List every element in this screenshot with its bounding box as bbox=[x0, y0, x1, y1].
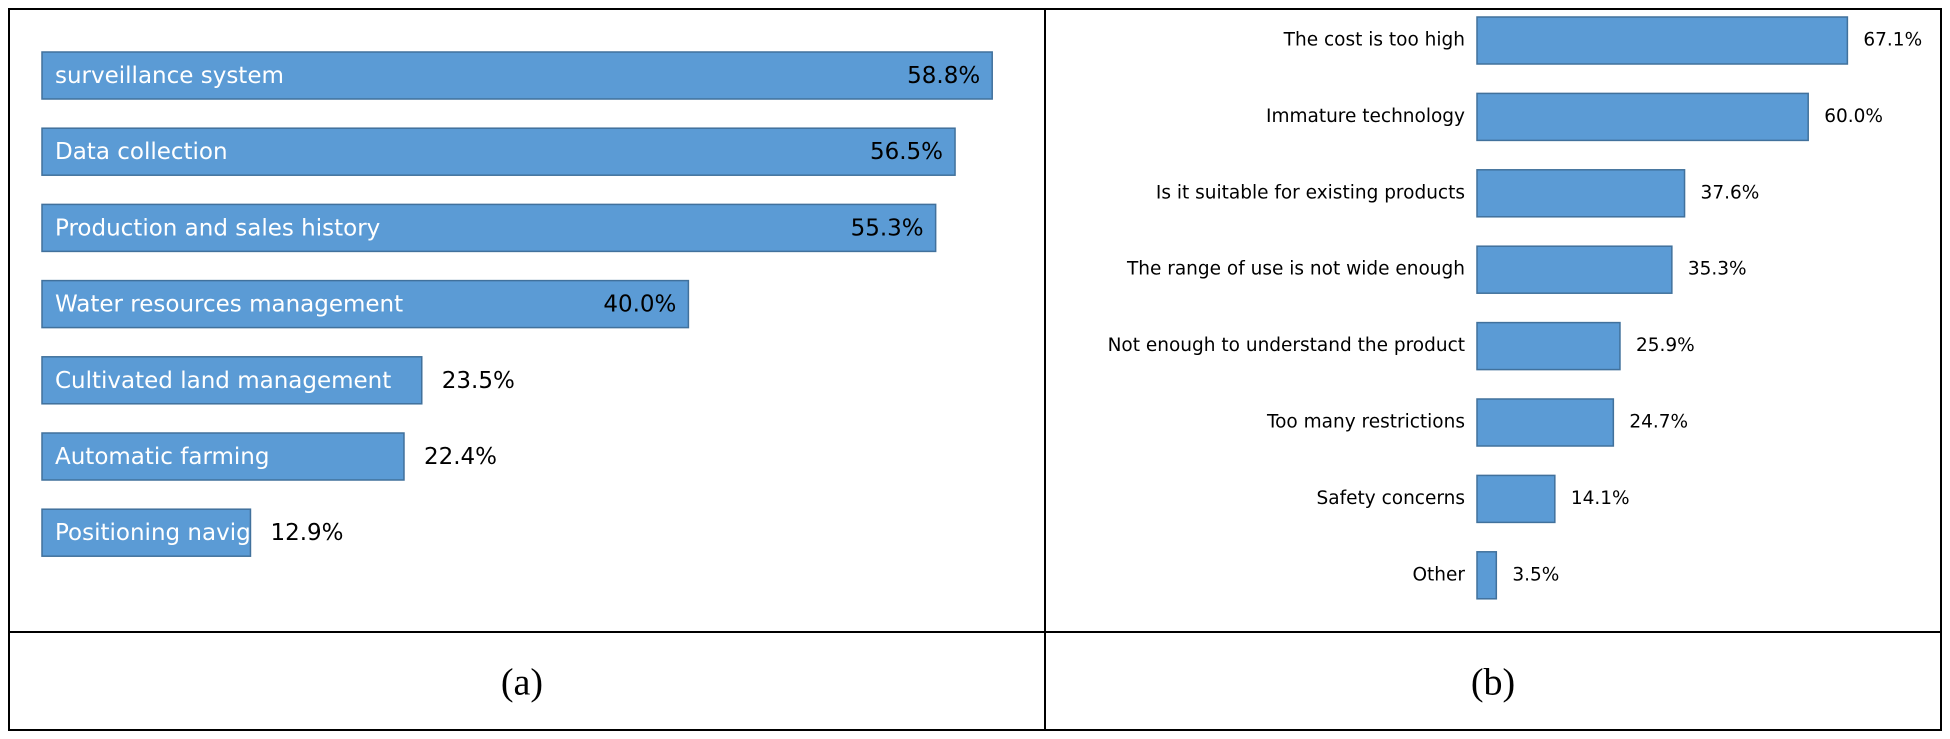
category-label: Data collection bbox=[55, 139, 228, 165]
bar bbox=[1476, 92, 1809, 142]
bar bbox=[41, 127, 956, 176]
caption: (a) bbox=[501, 662, 543, 704]
category-label: Other bbox=[1412, 564, 1465, 585]
category-label: Immature technology bbox=[1266, 106, 1465, 127]
category-label: Not enough to understand the product bbox=[1108, 335, 1465, 356]
value-label: 37.6% bbox=[1701, 182, 1760, 203]
bar bbox=[1476, 16, 1849, 65]
bar bbox=[1476, 551, 1498, 600]
category-label: Positioning navigation bbox=[55, 520, 309, 546]
value-label: 58.8% bbox=[907, 63, 980, 89]
category-label: Water resources management bbox=[55, 292, 403, 318]
value-label: 3.5% bbox=[1512, 564, 1559, 585]
value-label: 25.9% bbox=[1636, 335, 1695, 356]
category-label: Too many restrictions bbox=[1266, 412, 1465, 433]
caption: (b) bbox=[1471, 662, 1515, 704]
bar bbox=[41, 51, 993, 100]
bar bbox=[41, 203, 937, 253]
category-label: Is it suitable for existing products bbox=[1156, 182, 1465, 203]
value-label: 40.0% bbox=[603, 292, 676, 318]
value-label: 14.1% bbox=[1571, 488, 1630, 509]
bar bbox=[1476, 398, 1615, 447]
bar bbox=[1476, 321, 1621, 371]
bar bbox=[1476, 474, 1556, 524]
value-label: 67.1% bbox=[1863, 30, 1922, 51]
bar bbox=[41, 508, 252, 557]
category-label: surveillance system bbox=[55, 63, 284, 89]
value-label: 60.0% bbox=[1824, 106, 1883, 127]
bar bbox=[41, 432, 405, 481]
category-label: The cost is too high bbox=[1283, 30, 1465, 51]
value-label: 23.5% bbox=[442, 368, 515, 394]
value-label: 22.4% bbox=[424, 444, 497, 470]
bar bbox=[41, 356, 423, 405]
category-label: Automatic farming bbox=[55, 444, 269, 470]
category-label: Production and sales history bbox=[55, 215, 380, 241]
value-label: 55.3% bbox=[851, 215, 924, 241]
bar bbox=[1476, 245, 1673, 294]
category-label: The range of use is not wide enough bbox=[1126, 259, 1465, 280]
value-label: 35.3% bbox=[1688, 259, 1747, 280]
bar bbox=[1476, 169, 1686, 218]
bar bbox=[41, 279, 690, 329]
value-label: 56.5% bbox=[870, 139, 943, 165]
category-label: Safety concerns bbox=[1317, 488, 1465, 509]
frame bbox=[8, 8, 1942, 731]
value-label: 24.7% bbox=[1629, 412, 1688, 433]
category-label: Cultivated land management bbox=[55, 368, 391, 394]
value-label: 12.9% bbox=[270, 520, 343, 546]
